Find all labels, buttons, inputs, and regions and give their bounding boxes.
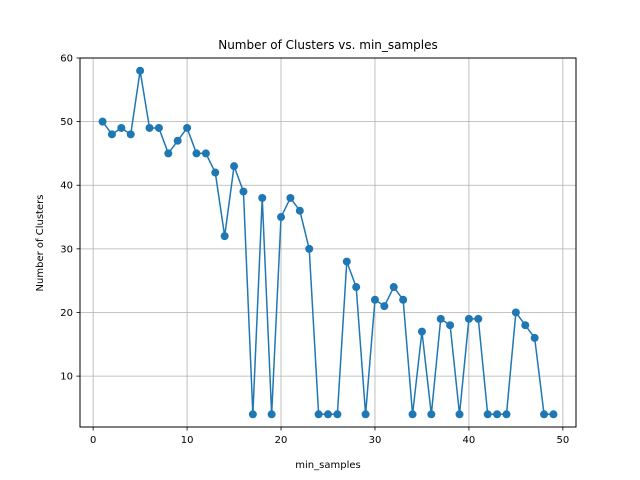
data-point <box>370 295 379 304</box>
data-point <box>107 130 116 139</box>
data-point <box>164 149 173 158</box>
data-point <box>474 314 483 323</box>
data-point <box>117 123 126 132</box>
y-tick-label: 40 <box>60 181 73 192</box>
data-point <box>483 410 492 419</box>
data-point <box>455 410 464 419</box>
data-point <box>408 410 417 419</box>
data-point <box>352 283 361 292</box>
series-layer <box>98 66 558 419</box>
data-point <box>258 193 267 202</box>
x-tick-label: 30 <box>369 435 382 446</box>
data-point <box>521 321 530 330</box>
data-point <box>436 314 445 323</box>
x-tick-label: 50 <box>556 435 569 446</box>
x-axis: 0 10 20 30 40 50 <box>90 427 569 446</box>
data-point <box>136 66 145 75</box>
data-point <box>220 232 229 241</box>
data-point <box>305 244 314 253</box>
data-point <box>239 187 248 196</box>
data-point <box>267 410 276 419</box>
y-tick-label: 10 <box>60 372 73 383</box>
x-axis-title: min_samples <box>295 460 360 471</box>
data-point <box>549 410 558 419</box>
data-point <box>126 130 135 139</box>
data-point <box>183 123 192 132</box>
data-point <box>342 257 351 266</box>
data-point <box>277 213 286 222</box>
data-point <box>502 410 511 419</box>
data-point <box>98 117 107 126</box>
y-tick-label: 60 <box>60 54 73 65</box>
data-point <box>511 308 520 317</box>
x-tick-label: 0 <box>90 435 96 446</box>
chart-title: Number of Clusters vs. min_samples <box>218 38 438 52</box>
y-tick-label: 50 <box>60 117 73 128</box>
data-point <box>427 410 436 419</box>
data-point <box>201 149 210 158</box>
x-tick-label: 20 <box>275 435 288 446</box>
y-axis-title: Number of Clusters <box>35 195 46 292</box>
data-point <box>286 193 295 202</box>
data-point <box>145 123 154 132</box>
data-point <box>464 314 473 323</box>
data-point <box>211 168 220 177</box>
plot-frame <box>79 57 577 428</box>
grid <box>80 57 576 427</box>
data-point <box>230 162 239 171</box>
x-tick-label: 40 <box>463 435 476 446</box>
data-point <box>389 283 398 292</box>
data-point <box>248 410 257 419</box>
data-point <box>295 206 304 215</box>
data-point <box>192 149 201 158</box>
data-point <box>530 333 539 342</box>
data-point <box>333 410 342 419</box>
data-point <box>154 123 163 132</box>
data-point <box>540 410 549 419</box>
data-point <box>380 302 389 311</box>
y-tick-label: 30 <box>60 244 73 255</box>
data-point <box>314 410 323 419</box>
data-point <box>417 327 426 336</box>
series-line <box>101 69 554 416</box>
data-point <box>324 410 332 419</box>
data-point <box>446 321 455 330</box>
data-point <box>173 136 182 145</box>
data-point <box>493 410 502 419</box>
x-tick-label: 10 <box>181 435 194 446</box>
data-point <box>399 295 408 304</box>
y-axis: 10 20 30 40 50 60 <box>60 54 80 383</box>
data-point <box>361 410 370 419</box>
y-tick-label: 20 <box>60 308 73 319</box>
